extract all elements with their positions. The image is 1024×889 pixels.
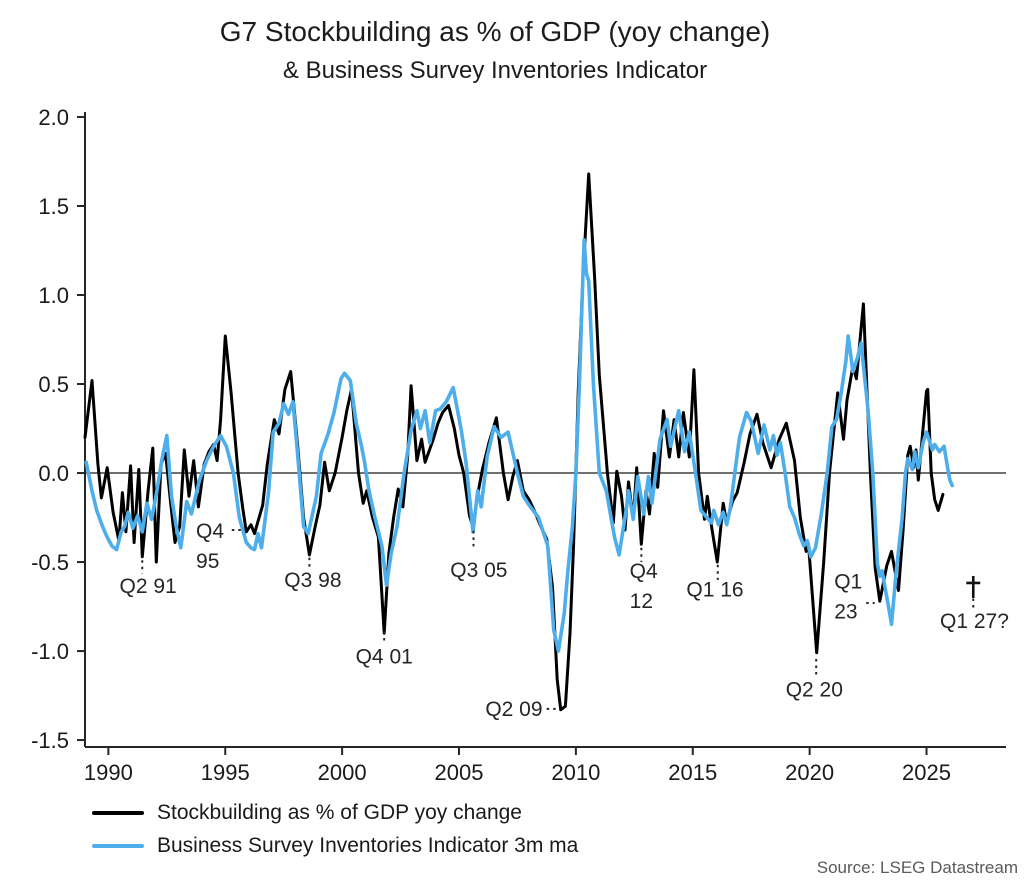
annotation-text: Q4 bbox=[196, 520, 224, 543]
annotation-text: Q2 09 bbox=[485, 698, 542, 721]
legend-label-stockbuilding: Stockbuilding as % of GDP yoy change bbox=[157, 801, 522, 824]
annotation-text: Q1 27? bbox=[940, 610, 1009, 633]
annotation-text: Q3 05 bbox=[450, 559, 507, 582]
x-tick-label: 2005 bbox=[435, 760, 484, 785]
y-tick-label: 2.0 bbox=[38, 105, 69, 130]
legend-swatch-survey bbox=[92, 843, 144, 848]
y-tick-label: 1.5 bbox=[38, 194, 69, 219]
y-tick-label: 0.5 bbox=[38, 372, 69, 397]
series-line-stockbuilding bbox=[83, 172, 945, 712]
annotation-q3-05: Q3 05 bbox=[450, 530, 507, 582]
x-tick-label: 1995 bbox=[201, 760, 250, 785]
y-tick-label: -1.5 bbox=[31, 728, 69, 753]
annotation-text: Q4 01 bbox=[356, 645, 413, 668]
legend-item-survey: Business Survey Inventories Indicator 3m… bbox=[92, 829, 578, 862]
annotation-text: Q2 91 bbox=[120, 575, 177, 598]
legend-item-stockbuilding: Stockbuilding as % of GDP yoy change bbox=[92, 796, 578, 829]
annotation-text: Q3 98 bbox=[284, 569, 341, 592]
forecast-cross-marker bbox=[966, 575, 981, 610]
chart-title: G7 Stockbuilding as % of GDP (yoy change… bbox=[219, 16, 771, 47]
chart-subtitle: & Business Survey Inventories Indicator bbox=[282, 57, 708, 84]
x-tick-label: 2010 bbox=[551, 760, 600, 785]
source-note: Source: LSEG Datastream bbox=[816, 858, 1018, 877]
annotation-q2-91: Q2 91 bbox=[120, 560, 177, 598]
annotation-text: 23 bbox=[834, 601, 857, 624]
x-tick-label: 2015 bbox=[668, 760, 717, 785]
x-tick-label: 2025 bbox=[902, 760, 951, 785]
annotation-text: 95 bbox=[196, 550, 219, 573]
annotation-q3-98: Q3 98 bbox=[284, 557, 342, 592]
annotation-text: Q1 bbox=[834, 571, 862, 594]
annotation-q1-27: Q1 27? bbox=[940, 610, 1009, 633]
series-line-survey bbox=[84, 238, 954, 653]
x-tick-label: 2000 bbox=[318, 760, 367, 785]
x-ticks: 1990 1995 2000 2005 2010 2015 2020 2025 bbox=[84, 747, 951, 785]
annotation-text: Q4 bbox=[630, 560, 658, 583]
legend-swatch-stockbuilding bbox=[92, 810, 144, 815]
annotation-text: 12 bbox=[630, 590, 653, 613]
annotation-q1-16: Q1 16 bbox=[686, 564, 744, 602]
annotation-q2-09: Q2 09 bbox=[485, 698, 557, 721]
legend: Stockbuilding as % of GDP yoy change Bus… bbox=[92, 796, 578, 862]
y-ticks: 2.0 1.5 1.0 0.5 0.0 -0.5 -1.0 -1.5 bbox=[31, 105, 85, 753]
annotation-q2-20: Q2 20 bbox=[786, 659, 843, 701]
y-tick-label: 0.0 bbox=[38, 461, 69, 486]
annotation-q4-01: Q4 01 bbox=[356, 631, 413, 668]
y-tick-label: -1.0 bbox=[31, 639, 69, 664]
legend-label-survey: Business Survey Inventories Indicator 3m… bbox=[157, 834, 579, 857]
x-tick-label: 2020 bbox=[785, 760, 834, 785]
annotation-text: Q2 20 bbox=[786, 678, 843, 701]
y-tick-label: 1.0 bbox=[38, 283, 69, 308]
annotation-text: Q1 16 bbox=[686, 579, 743, 602]
y-tick-label: -0.5 bbox=[31, 550, 69, 575]
x-tick-label: 1990 bbox=[84, 760, 133, 785]
